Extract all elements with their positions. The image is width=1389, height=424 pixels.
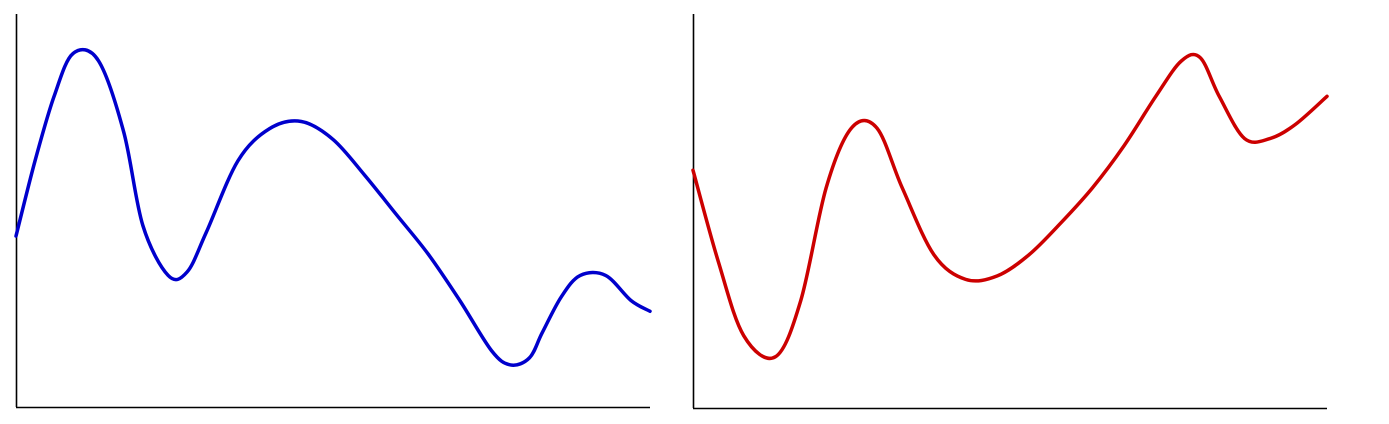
right-chart-series-line xyxy=(691,52,1329,360)
left-chart-series-line xyxy=(14,47,652,367)
right-line-chart xyxy=(691,14,1329,410)
left-line-chart xyxy=(14,14,652,409)
